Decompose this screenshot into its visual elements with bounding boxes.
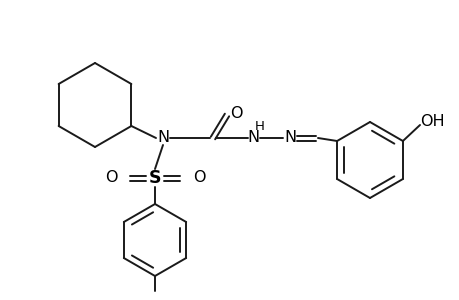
Text: OH: OH — [419, 115, 443, 130]
Text: N: N — [246, 130, 258, 146]
Text: O: O — [105, 170, 117, 185]
Text: N: N — [283, 130, 296, 146]
Text: O: O — [229, 106, 242, 121]
Text: O: O — [192, 170, 205, 185]
Text: N: N — [157, 130, 169, 146]
Text: H: H — [254, 121, 264, 134]
Text: S: S — [148, 169, 161, 187]
